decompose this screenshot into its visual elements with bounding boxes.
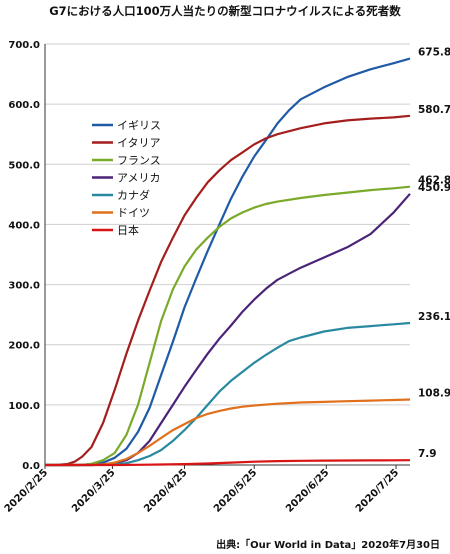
x-tick-label: 2020/5/25 [212, 467, 259, 514]
y-tick-label: 500.0 [8, 160, 40, 171]
end-value-label: 236.1 [418, 311, 450, 323]
series-line [45, 321, 411, 467]
series-line [45, 185, 411, 467]
end-value-label: 462.8 [418, 175, 450, 187]
y-tick-label: 0.0 [22, 461, 40, 472]
legend-label: 日本 [117, 223, 139, 237]
legend-label: イギリス [117, 119, 161, 132]
legend-label: カナダ [117, 188, 150, 202]
y-tick-label: 300.0 [8, 281, 40, 292]
x-tick-label: 2020/7/25 [354, 467, 401, 514]
end-value-label: 108.9 [418, 388, 450, 400]
source-note: 出典:「Our World in Data」2020年7月30日 [216, 538, 440, 551]
gridlines [45, 43, 410, 406]
series-line [45, 459, 411, 467]
x-tick-label: 2020/6/25 [284, 467, 331, 514]
y-tick-label: 700.0 [8, 40, 40, 51]
x-axis-ticks: 2020/2/25 2020/3/25 2020/4/25 2020/5/25 2020… [3, 465, 401, 515]
series-line [45, 57, 411, 467]
y-tick-label: 400.0 [8, 220, 40, 231]
series-lines [45, 57, 411, 467]
x-tick-label: 2020/2/25 [3, 467, 50, 514]
y-tick-label: 200.0 [8, 341, 40, 352]
y-tick-label: 100.0 [8, 401, 40, 412]
legend-label: ドイツ [117, 207, 150, 220]
x-tick-label: 2020/3/25 [70, 467, 117, 514]
legend-label: フランス [117, 154, 161, 167]
end-value-label: 450.9 [418, 182, 450, 194]
chart-title: G7における人口100万人当たりの新型コロナウイルスによる死者数 [49, 4, 401, 18]
series-line [45, 398, 411, 467]
end-value-label: 7.9 [418, 448, 437, 460]
end-value-label: 580.7 [418, 104, 450, 116]
x-tick-label: 2020/4/25 [142, 467, 189, 514]
series-line [45, 114, 411, 467]
y-axis-ticks: 0.0 100.0 200.0 300.0 400.0 500.0 600.0 700.0 [8, 40, 40, 472]
legend-label: アメリカ [117, 172, 160, 185]
end-value-label: 675.8 [418, 47, 450, 59]
legend-label: イタリア [117, 137, 161, 150]
series-line [45, 193, 411, 467]
y-tick-label: 600.0 [8, 100, 40, 111]
